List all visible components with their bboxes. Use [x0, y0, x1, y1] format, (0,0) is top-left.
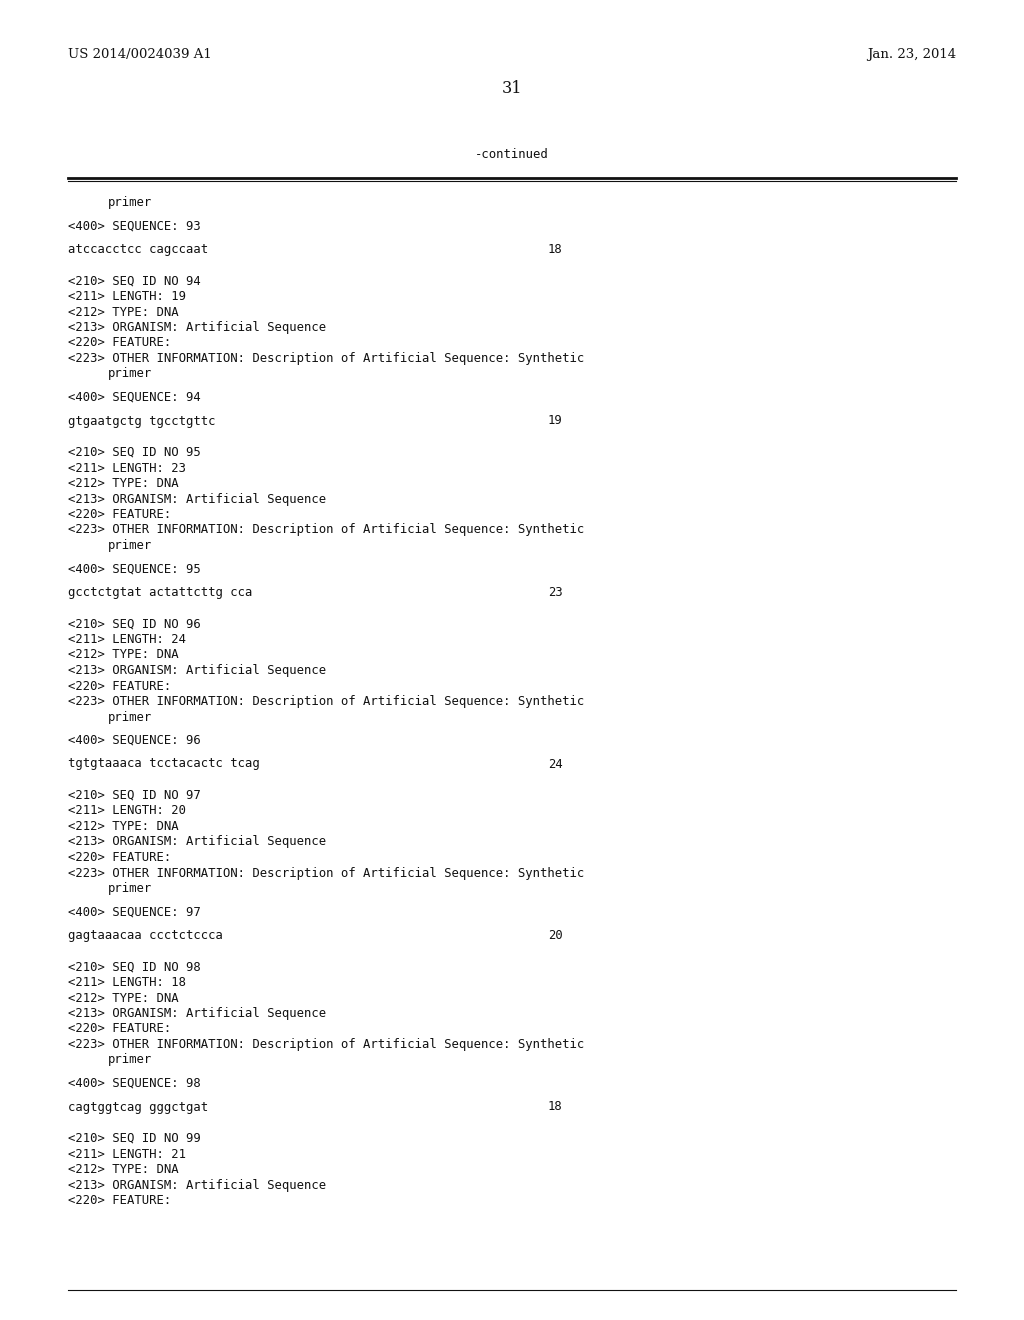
Text: gagtaaacaa ccctctccca: gagtaaacaa ccctctccca	[68, 929, 223, 942]
Text: <220> FEATURE:: <220> FEATURE:	[68, 1023, 171, 1035]
Text: <400> SEQUENCE: 97: <400> SEQUENCE: 97	[68, 906, 201, 919]
Text: <220> FEATURE:: <220> FEATURE:	[68, 337, 171, 350]
Text: <210> SEQ ID NO 97: <210> SEQ ID NO 97	[68, 789, 201, 803]
Text: <213> ORGANISM: Artificial Sequence: <213> ORGANISM: Artificial Sequence	[68, 664, 326, 677]
Text: <223> OTHER INFORMATION: Description of Artificial Sequence: Synthetic: <223> OTHER INFORMATION: Description of …	[68, 352, 585, 366]
Text: <211> LENGTH: 20: <211> LENGTH: 20	[68, 804, 186, 817]
Text: <212> TYPE: DNA: <212> TYPE: DNA	[68, 648, 178, 661]
Text: <212> TYPE: DNA: <212> TYPE: DNA	[68, 477, 178, 490]
Text: <213> ORGANISM: Artificial Sequence: <213> ORGANISM: Artificial Sequence	[68, 492, 326, 506]
Text: <211> LENGTH: 18: <211> LENGTH: 18	[68, 975, 186, 989]
Text: <220> FEATURE:: <220> FEATURE:	[68, 1195, 171, 1206]
Text: 23: 23	[548, 586, 563, 599]
Text: <220> FEATURE:: <220> FEATURE:	[68, 851, 171, 865]
Text: 24: 24	[548, 758, 563, 771]
Text: <212> TYPE: DNA: <212> TYPE: DNA	[68, 820, 178, 833]
Text: tgtgtaaaca tcctacactc tcag: tgtgtaaaca tcctacactc tcag	[68, 758, 260, 771]
Text: primer: primer	[108, 367, 153, 380]
Text: <212> TYPE: DNA: <212> TYPE: DNA	[68, 1163, 178, 1176]
Text: <400> SEQUENCE: 98: <400> SEQUENCE: 98	[68, 1077, 201, 1090]
Text: 18: 18	[548, 1101, 563, 1114]
Text: <210> SEQ ID NO 95: <210> SEQ ID NO 95	[68, 446, 201, 459]
Text: 18: 18	[548, 243, 563, 256]
Text: <223> OTHER INFORMATION: Description of Artificial Sequence: Synthetic: <223> OTHER INFORMATION: Description of …	[68, 524, 585, 536]
Text: <211> LENGTH: 24: <211> LENGTH: 24	[68, 634, 186, 645]
Text: cagtggtcag gggctgat: cagtggtcag gggctgat	[68, 1101, 208, 1114]
Text: <210> SEQ ID NO 99: <210> SEQ ID NO 99	[68, 1133, 201, 1144]
Text: <211> LENGTH: 23: <211> LENGTH: 23	[68, 462, 186, 474]
Text: <213> ORGANISM: Artificial Sequence: <213> ORGANISM: Artificial Sequence	[68, 1007, 326, 1020]
Text: atccacctcc cagccaat: atccacctcc cagccaat	[68, 243, 208, 256]
Text: US 2014/0024039 A1: US 2014/0024039 A1	[68, 48, 212, 61]
Text: <212> TYPE: DNA: <212> TYPE: DNA	[68, 305, 178, 318]
Text: <210> SEQ ID NO 94: <210> SEQ ID NO 94	[68, 275, 201, 288]
Text: 19: 19	[548, 414, 563, 428]
Text: <220> FEATURE:: <220> FEATURE:	[68, 680, 171, 693]
Text: <213> ORGANISM: Artificial Sequence: <213> ORGANISM: Artificial Sequence	[68, 836, 326, 849]
Text: <400> SEQUENCE: 96: <400> SEQUENCE: 96	[68, 734, 201, 747]
Text: <213> ORGANISM: Artificial Sequence: <213> ORGANISM: Artificial Sequence	[68, 1179, 326, 1192]
Text: primer: primer	[108, 1053, 153, 1067]
Text: primer: primer	[108, 539, 153, 552]
Text: <400> SEQUENCE: 94: <400> SEQUENCE: 94	[68, 391, 201, 404]
Text: <223> OTHER INFORMATION: Description of Artificial Sequence: Synthetic: <223> OTHER INFORMATION: Description of …	[68, 696, 585, 708]
Text: <400> SEQUENCE: 95: <400> SEQUENCE: 95	[68, 562, 201, 576]
Text: primer: primer	[108, 882, 153, 895]
Text: primer: primer	[108, 195, 153, 209]
Text: gcctctgtat actattcttg cca: gcctctgtat actattcttg cca	[68, 586, 252, 599]
Text: gtgaatgctg tgcctgttc: gtgaatgctg tgcctgttc	[68, 414, 215, 428]
Text: 20: 20	[548, 929, 563, 942]
Text: <212> TYPE: DNA: <212> TYPE: DNA	[68, 991, 178, 1005]
Text: -continued: -continued	[475, 148, 549, 161]
Text: <211> LENGTH: 19: <211> LENGTH: 19	[68, 290, 186, 304]
Text: <220> FEATURE:: <220> FEATURE:	[68, 508, 171, 521]
Text: <210> SEQ ID NO 96: <210> SEQ ID NO 96	[68, 618, 201, 631]
Text: Jan. 23, 2014: Jan. 23, 2014	[867, 48, 956, 61]
Text: <210> SEQ ID NO 98: <210> SEQ ID NO 98	[68, 961, 201, 974]
Text: <223> OTHER INFORMATION: Description of Artificial Sequence: Synthetic: <223> OTHER INFORMATION: Description of …	[68, 866, 585, 879]
Text: <213> ORGANISM: Artificial Sequence: <213> ORGANISM: Artificial Sequence	[68, 321, 326, 334]
Text: <223> OTHER INFORMATION: Description of Artificial Sequence: Synthetic: <223> OTHER INFORMATION: Description of …	[68, 1038, 585, 1051]
Text: primer: primer	[108, 710, 153, 723]
Text: <400> SEQUENCE: 93: <400> SEQUENCE: 93	[68, 219, 201, 232]
Text: 31: 31	[502, 81, 522, 96]
Text: <211> LENGTH: 21: <211> LENGTH: 21	[68, 1147, 186, 1160]
